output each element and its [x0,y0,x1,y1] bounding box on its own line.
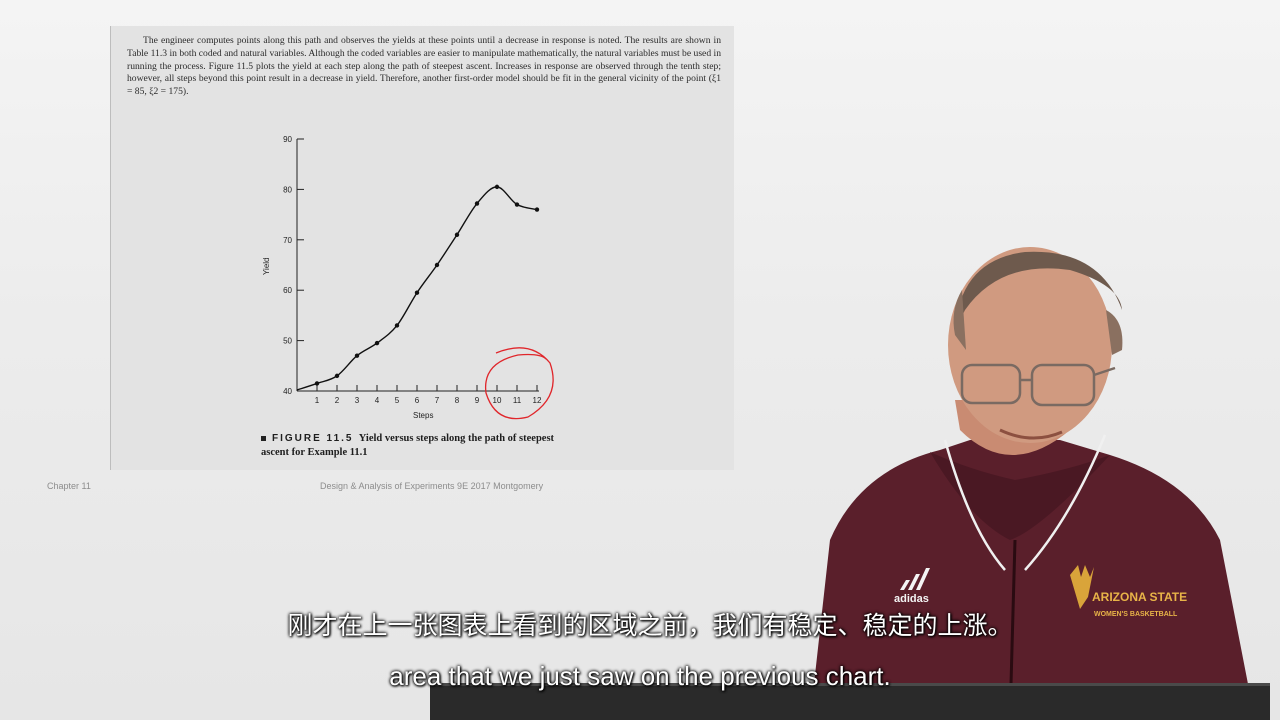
data-point [334,373,340,379]
x-axis-label: Steps [413,411,433,420]
y-axis-label: Yield [262,258,271,276]
presenter-head [948,247,1112,443]
textbook-page: The engineer computes points along this … [110,26,734,470]
data-point [374,340,380,346]
data-point [454,232,460,237]
data-point [434,262,440,268]
x-tick-label: 6 [415,396,420,405]
svg-text:adidas: adidas [894,593,929,605]
x-tick-label: 4 [375,396,380,405]
y-tick-label: 90 [283,135,292,144]
y-tick-label: 60 [283,286,292,295]
asu-logo: ARIZONA STATE WOMEN'S BASKETBALL [1070,565,1187,618]
footer-book: Design & Analysis of Experiments 9E 2017… [320,481,544,491]
data-point [474,201,480,206]
caption-label: FIGURE 11.5 [272,433,354,444]
svg-text:WOMEN'S BASKETBALL: WOMEN'S BASKETBALL [1094,611,1178,618]
data-point [494,184,500,190]
desk-monitor [430,683,1270,720]
y-tick-label: 40 [283,387,292,396]
data-point [534,207,540,212]
x-tick-label: 5 [395,396,400,405]
y-tick-label: 80 [283,185,292,194]
annotation-stroke [484,347,554,420]
figure-caption: FIGURE 11.5 Yield versus steps along the… [261,432,561,460]
footer-chapter: Chapter 11 [47,481,91,491]
caption-text: Yield versus steps along the path of ste… [261,433,555,458]
chart-axes [296,139,539,392]
adidas-logo: adidas [894,568,930,605]
caption-bullet [261,436,266,442]
x-tick-label: 9 [475,396,480,405]
y-tick-label: 50 [283,337,292,346]
presenter: adidas ARIZONA STATE WOMEN'S BASKETBALL [810,247,1255,720]
x-tick-label: 2 [335,396,340,405]
data-point [514,202,520,207]
x-tick-label: 1 [315,396,320,405]
yield-series-line [296,186,538,391]
x-tick-label: 3 [355,396,360,405]
x-tick-label: 10 [493,396,502,405]
data-point [394,323,400,328]
y-ticks: 40 50 60 70 80 90 [283,135,304,396]
y-tick-label: 70 [283,236,292,245]
x-tick-label: 12 [533,396,542,405]
data-point [414,290,420,295]
subtitle-english: area that we just saw on the previous ch… [389,661,891,691]
data-point [314,381,320,386]
x-tick-label: 11 [513,396,522,405]
red-circle-annotation [484,347,554,420]
data-point [354,353,360,358]
yield-points [314,184,540,386]
body-paragraph: The engineer computes points along this … [127,35,721,98]
x-tick-label: 8 [455,396,460,405]
svg-text:ARIZONA STATE: ARIZONA STATE [1092,590,1187,604]
maroon-shirt [810,440,1255,720]
x-tick-label: 7 [435,396,440,405]
x-ticks: 1 2 3 4 5 6 7 8 9 10 11 12 [315,385,542,405]
subtitle-chinese: 刚才在上一张图表上看到的区域之前，我们有稳定、稳定的上涨。 [287,611,1013,640]
